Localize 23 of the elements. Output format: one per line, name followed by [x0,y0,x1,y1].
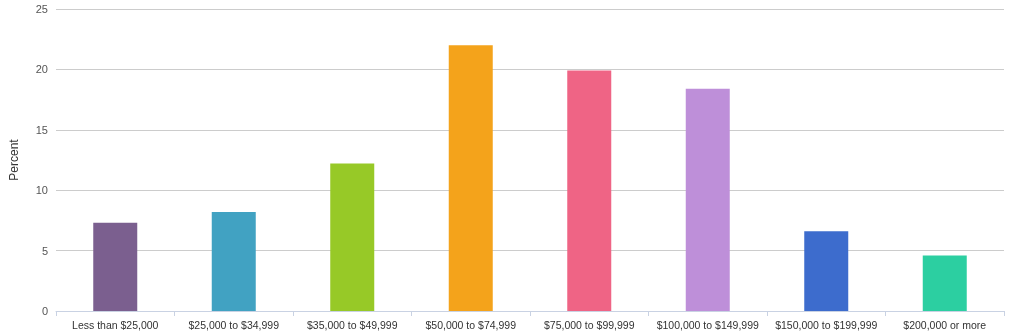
bar [685,88,730,311]
x-tick-label: $150,000 to $199,999 [775,318,878,331]
bar [211,211,256,311]
x-tick-label: $35,000 to $49,999 [306,318,398,331]
x-tick-label: $75,000 to $99,999 [543,318,635,331]
x-tick-label: $50,000 to $74,999 [425,318,517,331]
bar [448,45,493,311]
x-tick-label: $200,000 or more [903,318,987,331]
x-tick-label: Less than $25,000 [72,318,159,331]
y-tick-label: 0 [41,305,48,317]
y-tick-label: 20 [35,63,48,76]
y-axis-title: Percent [7,138,21,181]
bar [804,231,849,311]
bar [93,222,138,311]
x-tick-label: $25,000 to $34,999 [188,318,280,331]
bar [922,255,967,311]
y-tick-label: 5 [41,244,48,257]
y-tick-label: 15 [35,123,48,136]
bar [567,70,612,311]
bar [330,163,375,311]
x-tick-label: $100,000 to $149,999 [656,318,759,331]
y-tick-label: 10 [35,184,48,197]
y-tick-label: 25 [35,3,48,15]
